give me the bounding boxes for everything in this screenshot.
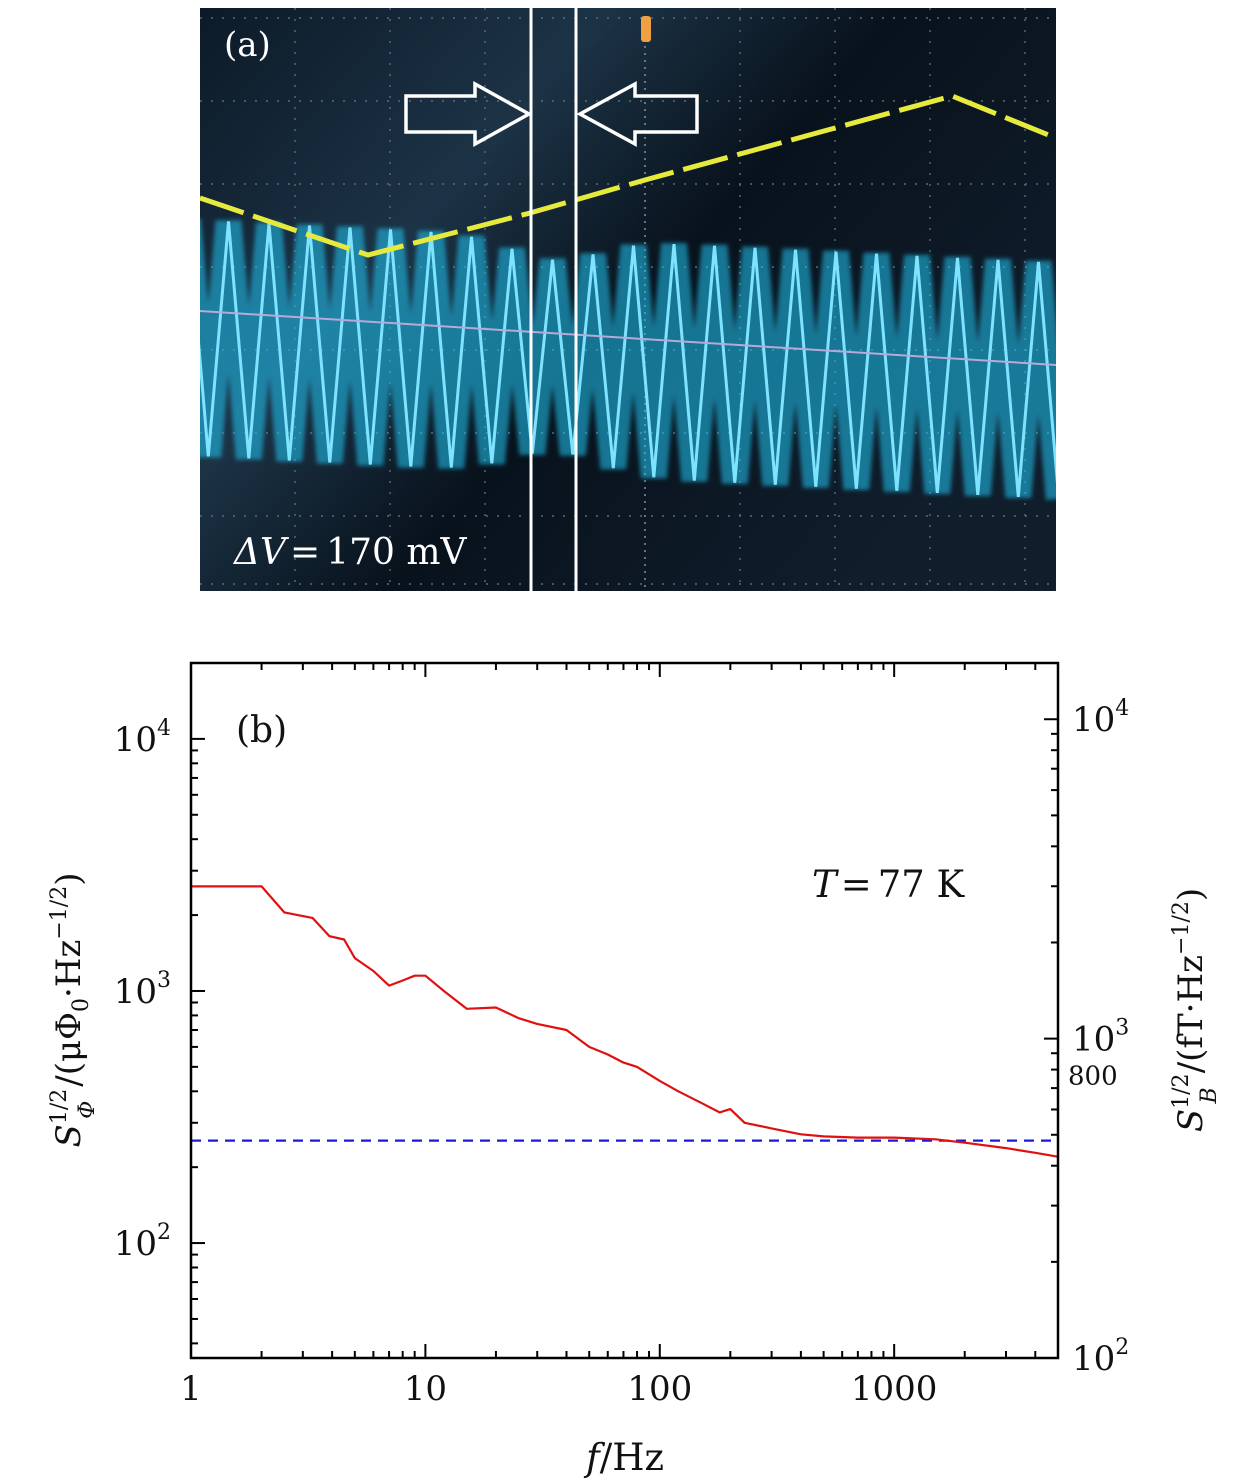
right-y-tick-label: 102 xyxy=(1072,1335,1129,1379)
x-tick-label: 1000 xyxy=(851,1369,938,1409)
delta-v-symbol: ΔV xyxy=(232,532,290,573)
x-tick-label: 1 xyxy=(180,1369,202,1409)
oscilloscope-panel: (a) ΔV = 170 mV xyxy=(200,8,1056,591)
panel-b-label: (b) xyxy=(236,710,287,751)
x-tick-label: 10 xyxy=(404,1369,447,1409)
delta-v-value: 170 mV xyxy=(326,532,467,573)
plot-area xyxy=(191,885,1058,1158)
x-axis-label: f/Hz xyxy=(583,1436,664,1479)
noise-spectrum-line xyxy=(191,885,1058,1158)
scope-baseline xyxy=(200,310,1056,366)
right-y-axis-label: S1/2 B/(fT·Hz−1/2) xyxy=(1169,888,1222,1132)
x-tick-label: 100 xyxy=(627,1369,692,1409)
right-marker-label: 800 xyxy=(1068,1062,1118,1092)
plot-frame xyxy=(189,661,1060,1360)
left-y-tick-label: 103 xyxy=(114,968,171,1012)
delta-v-annotation: ΔV = 170 mV xyxy=(232,532,467,573)
temperature-value: 77 K xyxy=(878,863,966,906)
trigger-cursor-icon xyxy=(641,16,651,42)
left-pointing-arrow-icon xyxy=(576,81,699,147)
left-y-axis-ticks: 102 103 104 xyxy=(114,662,205,1345)
right-y-tick-label: 104 xyxy=(1072,696,1129,740)
ramp-trace xyxy=(200,93,1056,258)
flux-modulation-signal xyxy=(200,221,1056,498)
noise-spectrum-chart: 1 10 100 1000 102 103 104 102 103 104 800 (b) T… xyxy=(47,661,1222,1479)
left-y-axis-label: S1/2 Φ/(μΦ0·Hz−1/2) xyxy=(47,873,100,1148)
delta-v-equals: = xyxy=(290,532,320,573)
right-pointing-arrow-icon xyxy=(404,81,533,147)
left-y-tick-label: 102 xyxy=(114,1220,171,1264)
right-y-tick-label: 103 xyxy=(1072,1016,1129,1060)
temperature-annotation: T = 77 K xyxy=(812,863,966,906)
left-y-tick-label: 104 xyxy=(114,716,171,760)
temperature-symbol: T xyxy=(812,863,839,906)
x-axis-ticks: 1 10 100 1000 xyxy=(180,663,1059,1409)
temperature-equals: = xyxy=(841,863,872,906)
panel-a-label: (a) xyxy=(224,25,271,65)
right-y-axis-ticks: 102 103 104 xyxy=(1044,696,1129,1379)
